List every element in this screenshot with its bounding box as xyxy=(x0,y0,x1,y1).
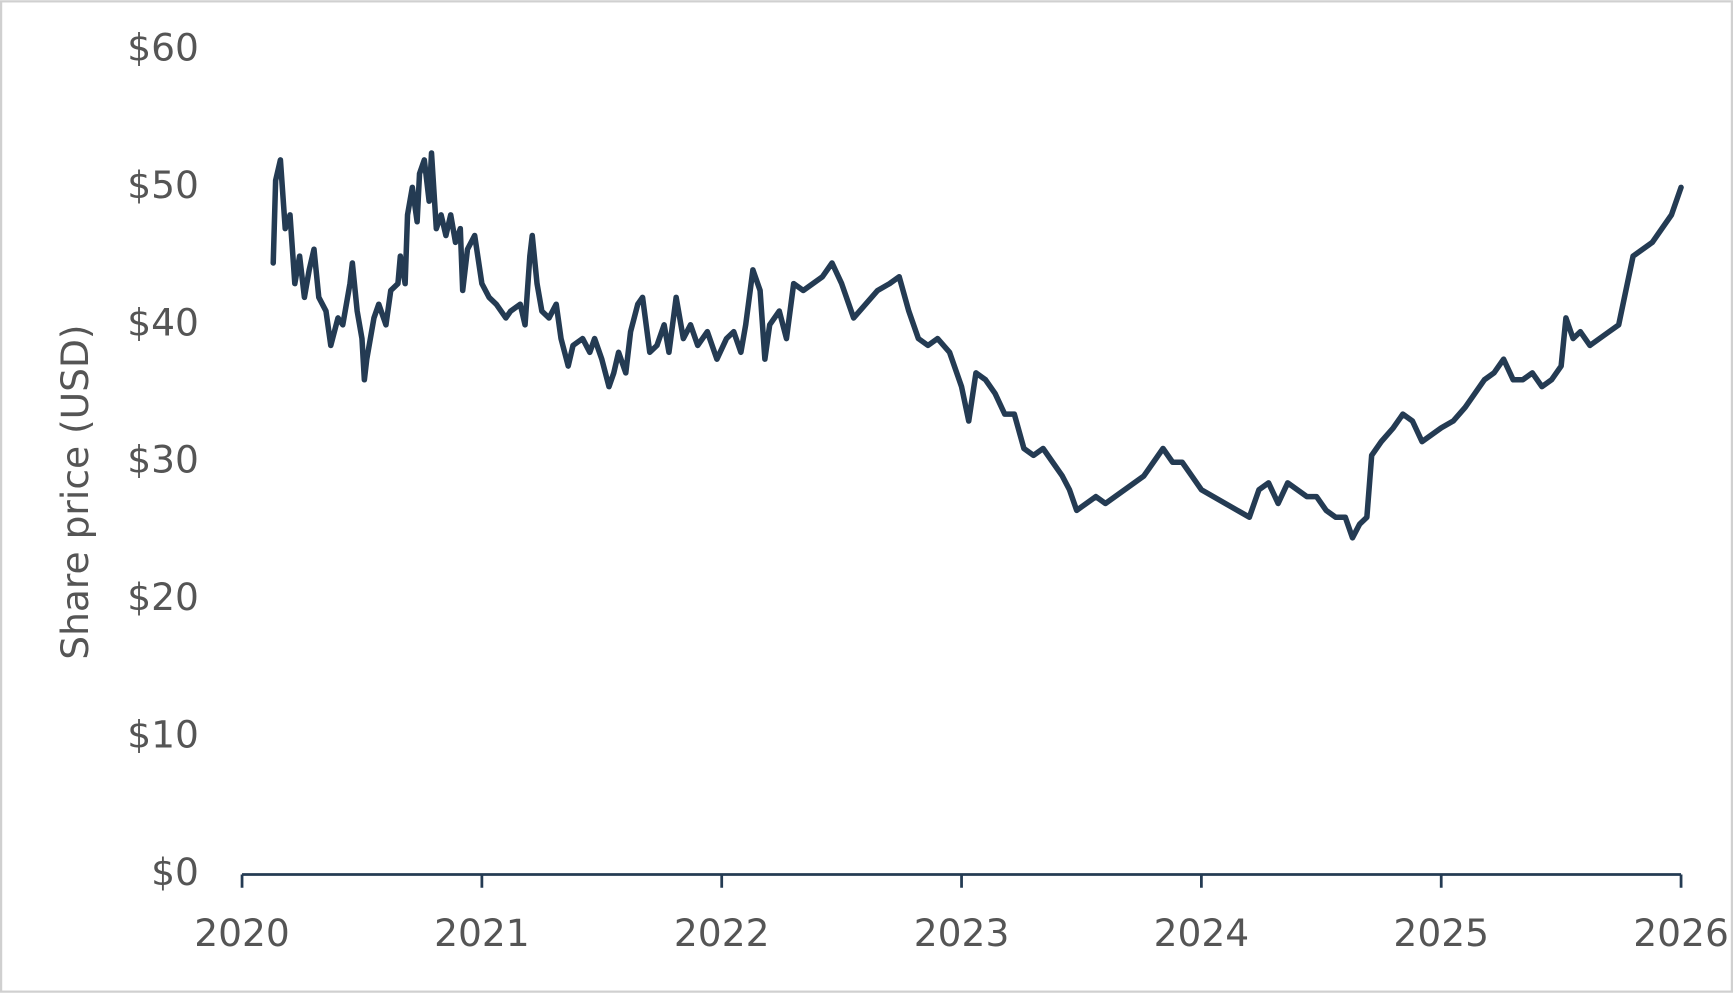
y-tick-label: $60 xyxy=(127,25,199,69)
y-tick-label: $20 xyxy=(127,575,199,619)
y-tick-label: $50 xyxy=(127,163,199,207)
y-axis-label: Share price (USD) xyxy=(53,324,97,659)
price-line xyxy=(270,150,1684,541)
x-tick-label: 2020 xyxy=(194,911,290,955)
y-tick-label: $30 xyxy=(127,438,199,482)
x-tick-label: 2024 xyxy=(1154,911,1250,955)
y-tick-label: $0 xyxy=(151,850,199,894)
x-tick-label: 2025 xyxy=(1393,911,1489,955)
x-tick-label: 2023 xyxy=(914,911,1010,955)
x-tick-label: 2026 xyxy=(1633,911,1729,955)
y-tick-label: $10 xyxy=(127,713,199,757)
y-tick-label: $40 xyxy=(127,300,199,344)
x-tick-label: 2022 xyxy=(674,911,770,955)
x-tick-label: 2021 xyxy=(434,911,530,955)
